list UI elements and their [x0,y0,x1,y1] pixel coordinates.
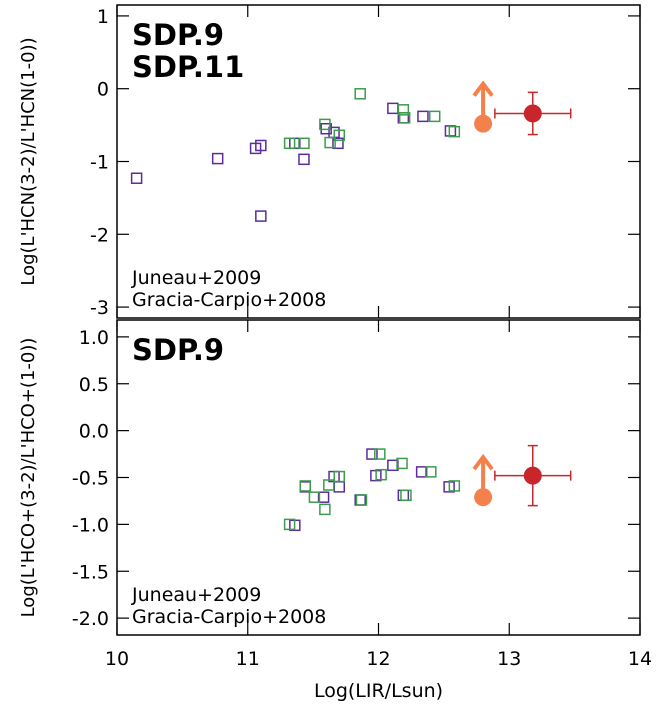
x-tick-label: 12 [366,648,390,670]
point [298,153,310,166]
y-tick-label: -3 [90,297,109,319]
y-axis-label: Log(L'HCN(3-2)/L'HCN(1-0)) [18,37,39,285]
point [387,102,399,115]
x-tick-label: 13 [497,648,521,670]
point [474,488,493,507]
y-tick-label: -1.0 [72,514,109,536]
y-tick-label: 1.0 [79,327,109,349]
point [211,152,224,165]
x-tick-label: 10 [105,648,129,670]
point [417,110,429,123]
point [474,114,493,133]
point [319,503,331,516]
point [333,129,346,142]
legend-label: Juneau+2009 [131,584,261,606]
x-tick-label: 11 [236,648,260,670]
point [366,448,378,460]
point [523,466,542,485]
legend-label: SDP.11 [132,50,244,84]
point [319,118,331,131]
point [396,457,408,470]
point [425,466,437,478]
point [333,470,346,483]
point [317,491,330,503]
point [375,468,387,481]
point [355,494,368,506]
y-tick-label: 1 [97,6,109,28]
y-tick-label: -2.0 [72,608,109,630]
limit-arrow-head [472,453,494,471]
point [333,481,346,493]
point [398,112,411,124]
limit-arrow-head [472,80,494,97]
point [448,125,461,138]
point [283,137,296,150]
point [130,172,143,184]
y-tick-label: 0.5 [79,374,109,396]
point [428,110,441,123]
point [255,139,267,152]
point [397,489,410,502]
y-tick-label: -0.5 [72,468,109,490]
legend-label: SDP.9 [132,333,224,367]
point [523,104,542,123]
point [415,466,428,478]
x-axis-label: Log(LIR/Lsun) [314,680,443,702]
point [283,518,296,531]
x-tick-label: 14 [628,648,652,670]
point [324,136,336,149]
y-tick-label: -1 [90,152,109,174]
point [308,491,321,503]
point [387,459,399,472]
point [332,137,344,150]
point [444,125,457,137]
point [374,448,386,460]
y-tick-label: 0 [97,79,109,101]
point [299,480,312,492]
point [298,137,310,150]
y-tick-label: -2 [90,224,109,246]
legend-label: Gracia-Carpio+2008 [132,289,326,311]
point [323,479,335,491]
point [255,210,267,222]
y-axis-label: Log(L'HCO+(3-2)/L'HCO+(1-0)) [18,338,39,618]
point [448,480,461,492]
legend-label: Gracia-Carpio+2008 [132,606,326,628]
point [354,88,366,100]
point [397,104,410,116]
point [400,489,412,502]
legend-label: SDP.9 [132,18,224,52]
y-tick-label: 0.0 [79,421,109,443]
legend-label: Juneau+2009 [131,267,261,289]
y-tick-label: -1.5 [72,561,109,583]
